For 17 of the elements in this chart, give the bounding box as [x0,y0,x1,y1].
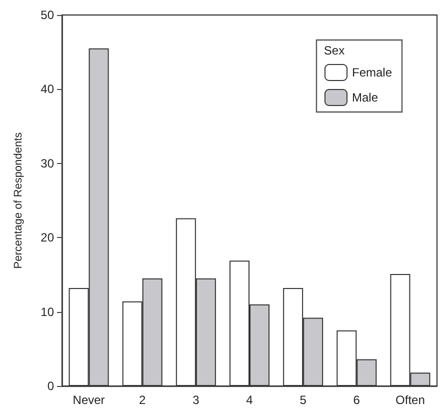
y-tick-label: 10 [40,304,54,319]
legend-label: Male [352,90,378,104]
x-tick-label: 6 [353,393,360,407]
y-tick-label: 40 [40,82,54,96]
y-tick-label: 20 [40,230,54,245]
x-tick-label: 4 [246,393,254,407]
x-tick-label: Never [72,393,105,407]
y-tick-label: 0 [47,379,54,393]
y-tick-label: 30 [40,156,54,170]
legend-title: Sex [324,43,345,58]
x-tick-label: 3 [192,393,200,407]
x-tick-label: 2 [139,393,146,407]
x-tick-label: 5 [300,393,307,407]
legend-label: Female [352,66,392,80]
y-axis-title: Percentage of Respondents [12,132,24,269]
y-tick-label: 50 [40,8,54,22]
x-tick-label: Often [396,393,425,407]
